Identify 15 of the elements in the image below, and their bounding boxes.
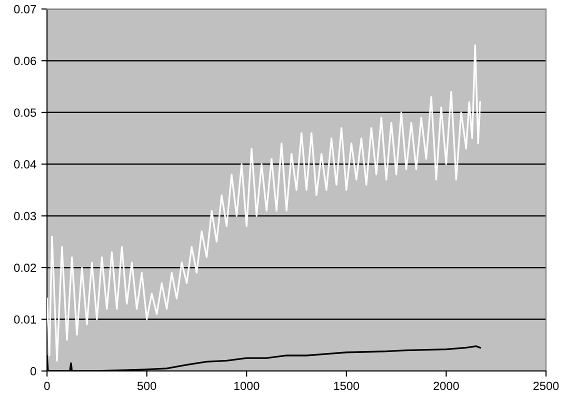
y-tick-label: 0.06 [14,56,36,66]
y-tick-label: 0.02 [14,264,36,272]
x-tick-label: 500 [137,382,156,390]
x-tick-label: 0 [44,382,50,390]
y-tick-label: 0 [30,367,36,376]
y-tick-label: 0.05 [14,108,36,117]
x-tick-label: 1000 [234,382,260,390]
y-tick-label: 0.03 [14,212,36,220]
x-tick-label: 2500 [533,382,559,390]
line-series [47,44,481,362]
y-tick-label: 0.07 [14,5,36,14]
x-tick-label: 1500 [334,382,360,390]
x-tick-label: 2000 [434,382,459,390]
y-tick-label: 0.01 [14,315,36,324]
y-tick-label: 0.04 [14,160,36,169]
